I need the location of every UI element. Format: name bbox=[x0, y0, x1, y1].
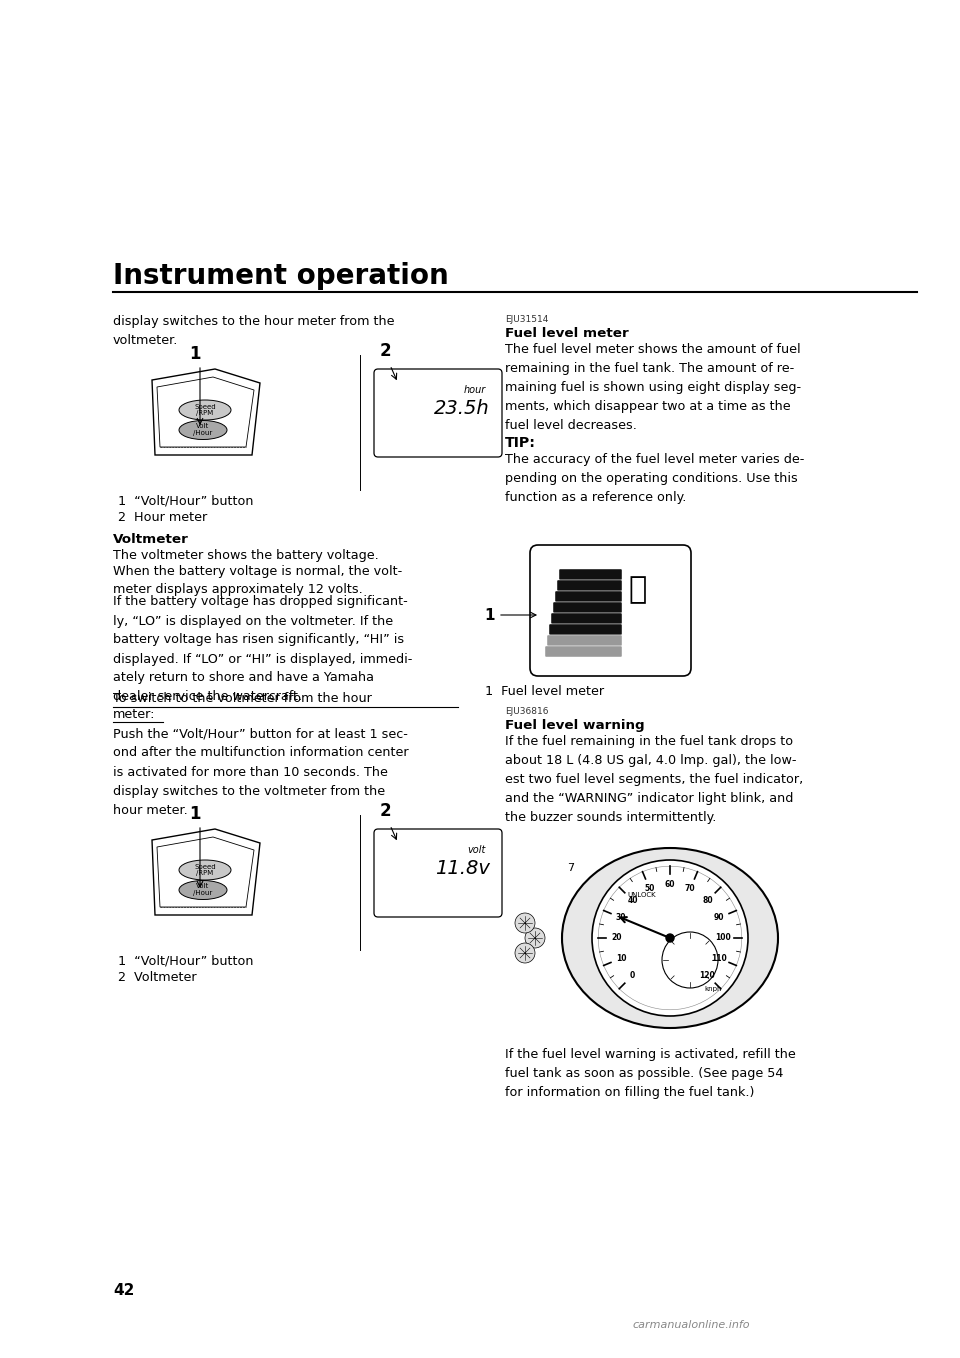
Circle shape bbox=[515, 942, 535, 963]
Text: 1: 1 bbox=[189, 345, 201, 363]
Text: 23.5h: 23.5h bbox=[434, 399, 490, 418]
Text: 1: 1 bbox=[189, 805, 201, 823]
Text: 80: 80 bbox=[702, 896, 713, 904]
Text: 0: 0 bbox=[630, 971, 636, 980]
Text: ⛽: ⛽ bbox=[629, 574, 647, 604]
Text: 50: 50 bbox=[644, 884, 655, 894]
FancyBboxPatch shape bbox=[374, 369, 502, 458]
Text: 11.8v: 11.8v bbox=[435, 860, 490, 879]
Text: Instrument operation: Instrument operation bbox=[113, 262, 448, 291]
Text: 7: 7 bbox=[567, 862, 575, 873]
Text: The accuracy of the fuel level meter varies de-
pending on the operating conditi: The accuracy of the fuel level meter var… bbox=[505, 454, 804, 504]
Text: volt: volt bbox=[468, 845, 486, 856]
Text: 2: 2 bbox=[380, 342, 392, 360]
Text: If the battery voltage has dropped significant-
ly, “LO” is displayed on the vol: If the battery voltage has dropped signi… bbox=[113, 596, 413, 703]
Text: The voltmeter shows the battery voltage.: The voltmeter shows the battery voltage. bbox=[113, 549, 379, 562]
Text: Speed
/RPM: Speed /RPM bbox=[194, 864, 216, 876]
Text: The fuel level meter shows the amount of fuel
remaining in the fuel tank. The am: The fuel level meter shows the amount of… bbox=[505, 344, 802, 432]
Text: 1  “Volt/Hour” button: 1 “Volt/Hour” button bbox=[118, 496, 253, 508]
Text: display switches to the hour meter from the
voltmeter.: display switches to the hour meter from … bbox=[113, 315, 395, 348]
Text: 60: 60 bbox=[664, 880, 675, 889]
Text: 100: 100 bbox=[715, 933, 731, 942]
Ellipse shape bbox=[179, 860, 231, 880]
Text: UNLOCK: UNLOCK bbox=[628, 892, 657, 898]
Text: 40: 40 bbox=[627, 896, 637, 904]
FancyBboxPatch shape bbox=[557, 580, 622, 591]
Text: 10: 10 bbox=[615, 953, 626, 963]
FancyBboxPatch shape bbox=[549, 623, 622, 636]
Text: 2: 2 bbox=[380, 803, 392, 820]
Text: 120: 120 bbox=[700, 971, 715, 980]
Text: 20: 20 bbox=[612, 933, 622, 942]
Text: 1  Fuel level meter: 1 Fuel level meter bbox=[485, 684, 604, 698]
Ellipse shape bbox=[562, 847, 778, 1028]
Circle shape bbox=[515, 913, 535, 933]
Text: If the fuel level warning is activated, refill the
fuel tank as soon as possible: If the fuel level warning is activated, … bbox=[505, 1048, 796, 1099]
Circle shape bbox=[662, 932, 718, 989]
FancyBboxPatch shape bbox=[559, 569, 622, 580]
Text: Voltmeter: Voltmeter bbox=[113, 532, 189, 546]
FancyBboxPatch shape bbox=[530, 545, 691, 676]
Ellipse shape bbox=[179, 880, 227, 899]
Text: Fuel level warning: Fuel level warning bbox=[505, 718, 644, 732]
Text: Volt
/Hour: Volt /Hour bbox=[193, 424, 212, 436]
Text: 90: 90 bbox=[713, 913, 724, 922]
Text: 2  Voltmeter: 2 Voltmeter bbox=[118, 971, 197, 985]
Text: If the fuel remaining in the fuel tank drops to
about 18 L (4.8 US gal, 4.0 lmp.: If the fuel remaining in the fuel tank d… bbox=[505, 735, 804, 824]
Circle shape bbox=[666, 934, 674, 942]
Ellipse shape bbox=[179, 401, 231, 420]
Text: hour: hour bbox=[464, 386, 486, 395]
Text: Fuel level meter: Fuel level meter bbox=[505, 327, 629, 340]
Text: EJU36816: EJU36816 bbox=[505, 708, 548, 716]
FancyBboxPatch shape bbox=[547, 636, 622, 646]
Text: 30: 30 bbox=[615, 913, 626, 922]
Text: To switch to the voltmeter from the hour: To switch to the voltmeter from the hour bbox=[113, 693, 372, 706]
Text: TIP:: TIP: bbox=[505, 436, 536, 449]
Text: meter:: meter: bbox=[113, 708, 156, 721]
Text: 70: 70 bbox=[685, 884, 696, 894]
Text: 110: 110 bbox=[711, 953, 727, 963]
FancyBboxPatch shape bbox=[551, 612, 622, 623]
Text: 1  “Volt/Hour” button: 1 “Volt/Hour” button bbox=[118, 955, 253, 968]
Text: 2  Hour meter: 2 Hour meter bbox=[118, 511, 207, 524]
Text: carmanualonline.info: carmanualonline.info bbox=[633, 1320, 750, 1329]
Text: When the battery voltage is normal, the volt-
meter displays approximately 12 vo: When the battery voltage is normal, the … bbox=[113, 565, 402, 596]
Text: EJU31514: EJU31514 bbox=[505, 315, 548, 325]
FancyBboxPatch shape bbox=[555, 591, 622, 602]
FancyBboxPatch shape bbox=[553, 602, 622, 612]
Circle shape bbox=[525, 928, 545, 948]
Text: Push the “Volt/Hour” button for at least 1 sec-
ond after the multifunction info: Push the “Volt/Hour” button for at least… bbox=[113, 728, 409, 816]
Text: Speed
/RPM: Speed /RPM bbox=[194, 403, 216, 417]
Text: 1: 1 bbox=[485, 607, 495, 622]
FancyBboxPatch shape bbox=[545, 646, 622, 657]
Text: 42: 42 bbox=[113, 1283, 134, 1298]
Circle shape bbox=[592, 860, 748, 1016]
FancyBboxPatch shape bbox=[374, 828, 502, 917]
Ellipse shape bbox=[179, 421, 227, 440]
Text: knph: knph bbox=[704, 986, 722, 991]
Text: Volt
/Hour: Volt /Hour bbox=[193, 884, 212, 896]
